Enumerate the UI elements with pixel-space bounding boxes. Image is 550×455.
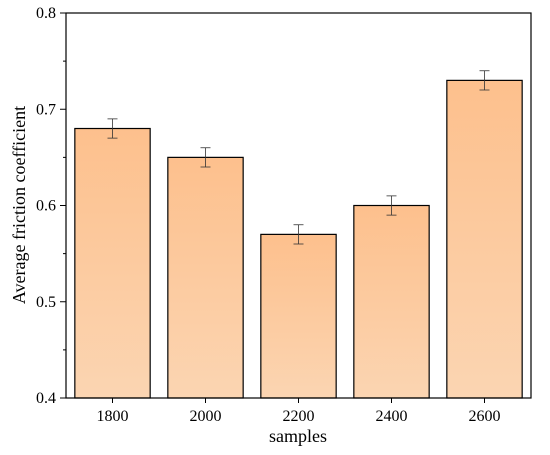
y-tick-label-0.8: 0.8 <box>36 5 56 22</box>
error-bar-1800 <box>107 118 118 139</box>
x-axis-label: samples <box>269 426 327 446</box>
error-bar-2600 <box>479 70 490 91</box>
error-bars <box>107 70 490 245</box>
bar-2000 <box>167 156 244 399</box>
bar-2400 <box>353 204 430 399</box>
axis-ticks <box>60 12 485 403</box>
x-tick-label-1800: 1800 <box>97 408 129 425</box>
y-tick-label-0.4: 0.4 <box>36 390 56 407</box>
bar-2600 <box>446 79 523 399</box>
x-tick-label-2400: 2400 <box>376 408 408 425</box>
tick-labels: 1800 2000 2200 2400 2600 0.4 0.5 0.6 0.7 0.8 <box>36 5 501 425</box>
x-tick-label-2200: 2200 <box>283 408 315 425</box>
y-tick-label-0.7: 0.7 <box>36 101 56 118</box>
y-tick-label-0.6: 0.6 <box>36 198 56 215</box>
x-tick-label-2600: 2600 <box>469 408 501 425</box>
y-axis-label: Average friction coefficient <box>9 106 29 304</box>
bar-2200 <box>260 233 337 399</box>
error-bar-2200 <box>293 224 304 245</box>
y-tick-label-0.5: 0.5 <box>36 294 56 311</box>
error-bar-2400 <box>386 195 397 216</box>
x-tick-label-2000: 2000 <box>190 408 222 425</box>
bar-1800 <box>74 127 151 399</box>
error-bar-2000 <box>200 147 211 168</box>
